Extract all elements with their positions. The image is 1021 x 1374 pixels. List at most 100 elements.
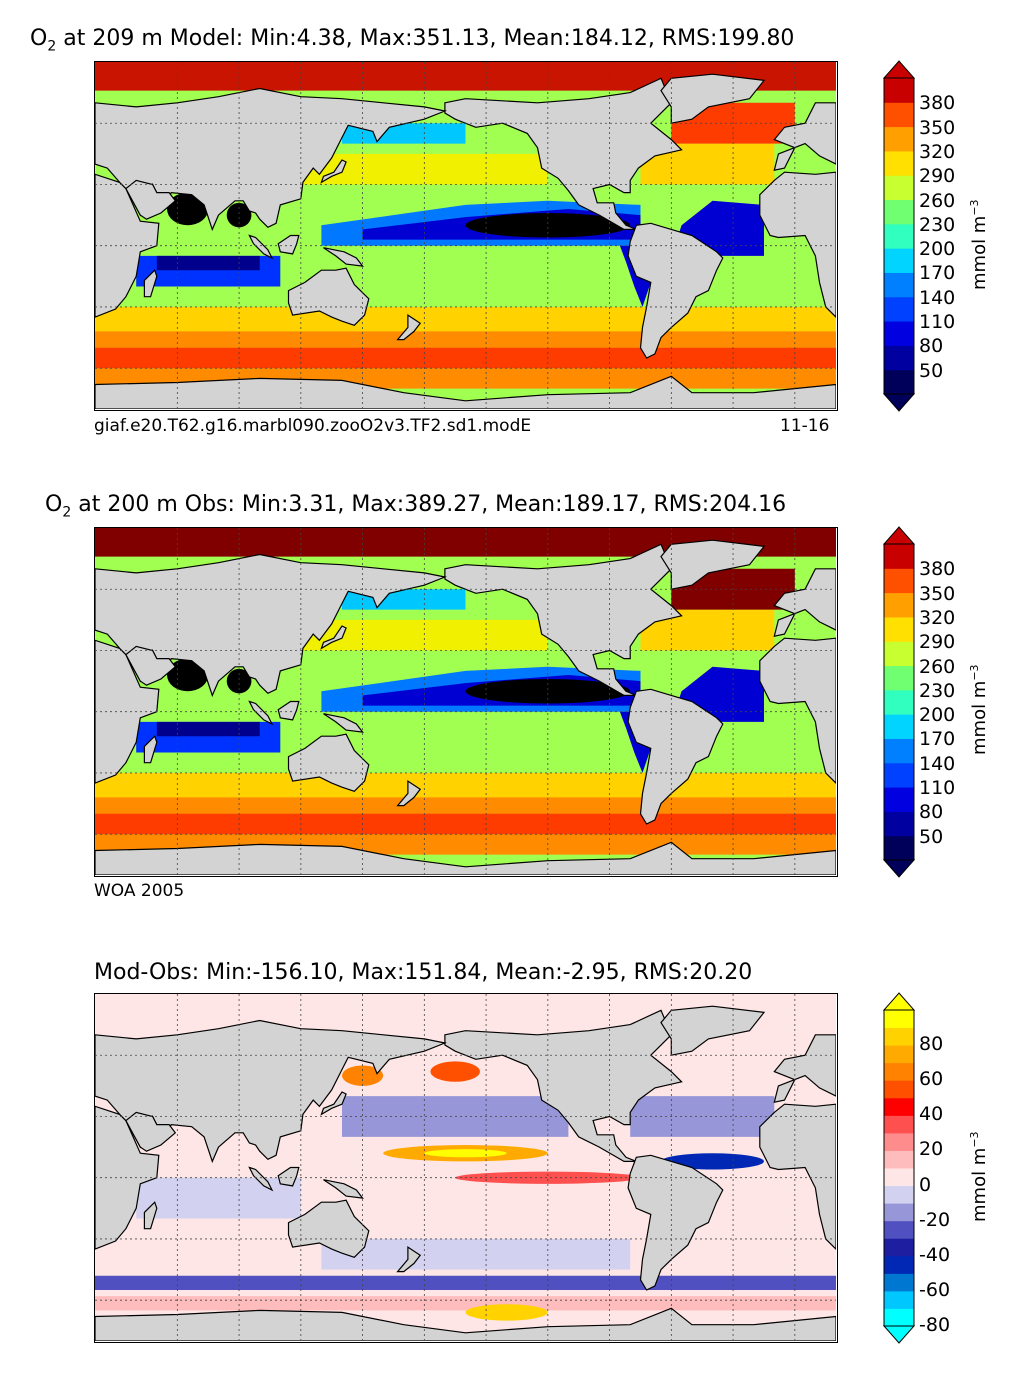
land-antarctica [95, 1307, 836, 1341]
panel-3-unit-base: mmol m [969, 1147, 990, 1222]
colorbar-canvas [882, 526, 916, 878]
land-greenland [660, 539, 766, 590]
colorbar-swatch [884, 1255, 914, 1274]
band-south-pacific-gyre [321, 752, 631, 773]
colorbar-tick-label: 170 [919, 728, 956, 751]
panel-2-map [94, 527, 838, 877]
colorbar-swatch [884, 345, 914, 371]
colorbar-extend-max [882, 60, 916, 79]
colorbar-extend-max [882, 526, 916, 545]
colorbar-frame [883, 1009, 915, 1327]
land-madagascar [143, 269, 158, 298]
colorbar-swatch [884, 150, 914, 176]
colorbar-canvas [882, 60, 916, 412]
omz-bay-of-bengal [226, 668, 252, 694]
land-borneo [277, 234, 300, 255]
panel-2-unit-base: mmol m [969, 680, 990, 755]
panel-3-title: Mod-Obs: Min:-156.10, Max:151.84, Mean:-… [94, 960, 753, 985]
land-new-zealand [396, 779, 422, 807]
colorbar-swatch [884, 1273, 914, 1292]
colorbar-swatch [884, 1080, 914, 1099]
land-south-america [627, 222, 724, 359]
colorbar-tick-label: 40 [919, 1103, 944, 1126]
colorbar-tick-label: 80 [919, 1033, 944, 1056]
colorbar-tick-label: 290 [919, 631, 956, 654]
colorbar-swatch [884, 199, 914, 225]
band-south-pacific-gyre [321, 286, 631, 307]
colorbar-swatch [884, 272, 914, 298]
panel-2-title-sub: 2 [62, 504, 72, 521]
land-antarctica [95, 375, 836, 409]
colorbar-tick-label: 350 [919, 582, 956, 605]
colorbar-swatch [884, 1027, 914, 1046]
colorbar-tick-label: 230 [919, 213, 956, 236]
colorbar-tick-label: 110 [919, 777, 956, 800]
land-new-guinea [323, 247, 364, 267]
diff-gulf-alaska-positive [430, 1061, 480, 1082]
panel-3-colorbar [882, 992, 916, 1344]
land-madagascar [143, 735, 158, 764]
colorbar-swatch [884, 248, 914, 273]
band-north-pacific [300, 619, 548, 651]
panel-1-footer-left: giaf.e20.T62.g16.marbl090.zooO2v3.TF2.sd… [94, 416, 532, 436]
panel-2-title-rest: at 200 m Obs: Min:3.31, Max:389.27, Mean… [71, 492, 787, 517]
land-arabia [125, 645, 177, 686]
land-africa-east [759, 171, 836, 318]
band-north-atlantic [640, 143, 775, 185]
land-japan [320, 625, 347, 650]
omz-eastern-pacific-core [465, 213, 631, 238]
colorbar-swatch [884, 1238, 914, 1257]
colorbar-swatch [884, 369, 914, 395]
panel-1-title-rest: at 209 m Model: Min:4.38, Max:351.13, Me… [56, 26, 795, 51]
panel-2-title-prefix: O [45, 492, 63, 517]
map-canvas [95, 528, 836, 875]
land-new-guinea [323, 713, 364, 733]
land-new-zealand [396, 313, 422, 341]
land-sumatra [248, 700, 274, 726]
omz-eastern-pacific-core [465, 679, 631, 704]
colorbar-swatch [884, 126, 914, 152]
omz-bay-of-bengal [226, 202, 252, 228]
land-africa-east [759, 1103, 836, 1250]
colorbar-swatch [884, 1308, 914, 1327]
colorbar-tick-label: 0 [919, 1173, 932, 1196]
diff-equatorial-core [424, 1149, 507, 1158]
land-australia [287, 733, 370, 792]
colorbar-tick-label: 50 [919, 359, 944, 382]
colorbar-tick-label: 260 [919, 189, 956, 212]
diff-equatorial-south [455, 1171, 641, 1184]
colorbar-tick-label: -20 [919, 1208, 951, 1231]
colorbar-swatch [884, 321, 914, 346]
land-madagascar [143, 1201, 158, 1230]
colorbar-swatch [884, 175, 914, 201]
land-australia [287, 1199, 370, 1258]
panel-1-unit-exp: −3 [968, 199, 981, 216]
colorbar-swatch [884, 1132, 914, 1151]
panel-2-title: O2 at 200 m Obs: Min:3.31, Max:389.27, M… [45, 492, 786, 520]
colorbar-tick-label: 140 [919, 752, 956, 775]
land-greenland [660, 73, 766, 124]
panel-2-colorbar-label: mmol m−3 [968, 664, 990, 755]
colorbar-frame [883, 543, 915, 861]
colorbar-swatch [884, 714, 914, 739]
colorbar-swatch [884, 1097, 914, 1116]
panel-3-colorbar-label: mmol m−3 [968, 1131, 990, 1222]
colorbar-swatch [884, 102, 914, 128]
colorbar-swatch [884, 1185, 914, 1204]
colorbar-tick-label: 380 [919, 92, 956, 115]
land-japan [320, 1091, 347, 1116]
panel-1-unit-base: mmol m [969, 215, 990, 290]
colorbar-tick-label: 20 [919, 1138, 944, 1161]
colorbar-swatch [884, 762, 914, 788]
colorbar-tick-label: 260 [919, 655, 956, 678]
colorbar-swatch [884, 544, 914, 569]
colorbar-tick-label: 350 [919, 116, 956, 139]
land-japan [320, 159, 347, 184]
colorbar-swatch [884, 641, 914, 667]
colorbar-tick-label: 200 [919, 704, 956, 727]
panel-1-colorbar [882, 60, 916, 412]
indian-ocean-low [156, 255, 260, 271]
land-arabia [125, 179, 177, 220]
colorbar-swatch [884, 1290, 914, 1309]
colorbar-swatch [884, 1045, 914, 1064]
